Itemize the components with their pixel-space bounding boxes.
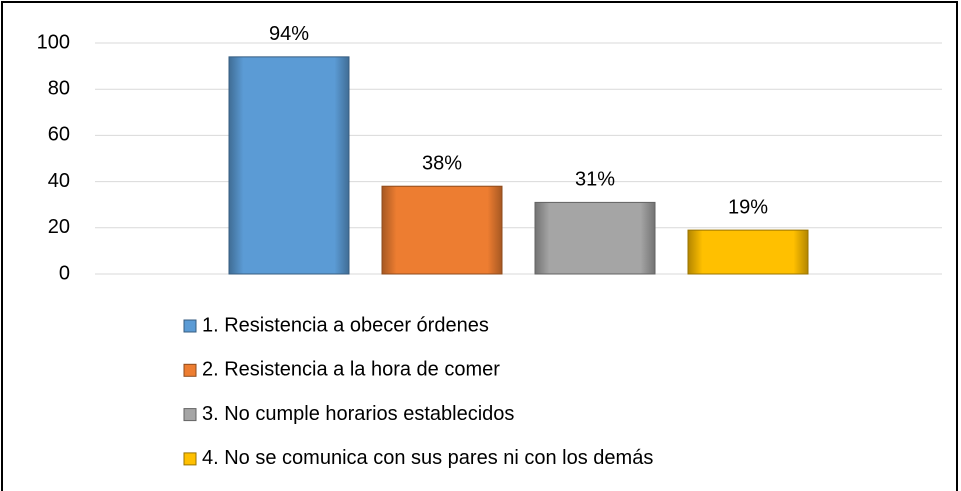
data-label: 94%	[269, 23, 309, 45]
y-tick-label: 60	[48, 124, 70, 146]
bar	[228, 56, 350, 275]
legend-swatch	[183, 452, 197, 466]
legend-swatch	[183, 408, 197, 422]
data-label: 38%	[422, 153, 462, 175]
y-tick-label: 0	[59, 262, 70, 284]
bar	[687, 229, 809, 275]
data-label: 19%	[728, 196, 768, 218]
bar	[534, 201, 656, 275]
y-tick-label: 40	[48, 170, 70, 192]
bar	[381, 185, 503, 275]
legend-swatch	[183, 363, 197, 377]
y-tick-label: 100	[37, 31, 70, 53]
data-label: 31%	[575, 169, 615, 191]
legend-label: 1. Resistencia a obecer órdenes	[202, 314, 489, 336]
y-tick-label: 20	[48, 216, 70, 238]
legend-label: 2. Resistencia a la hora de comer	[202, 359, 500, 381]
legend-swatch	[183, 319, 197, 333]
legend-label: 3. No cumple horarios establecidos	[202, 403, 514, 425]
legend-label: 4. No se comunica con sus pares ni con l…	[202, 447, 653, 469]
y-tick-label: 80	[48, 77, 70, 99]
